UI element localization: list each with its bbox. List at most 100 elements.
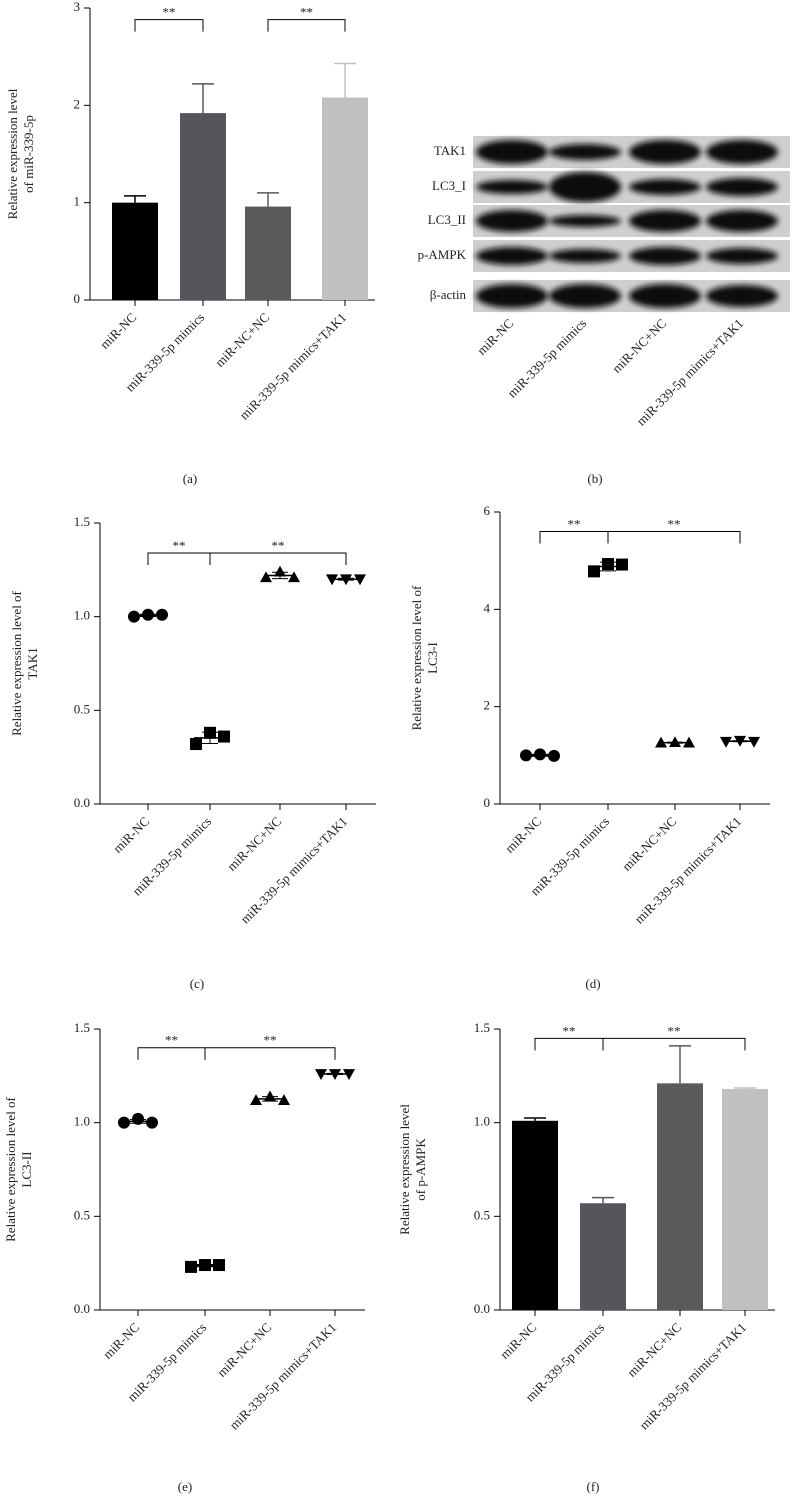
bar (112, 202, 158, 300)
bar (657, 1083, 703, 1310)
y-tick-label: 1.0 (74, 1114, 90, 1129)
y-tick-label: 0.0 (474, 1301, 490, 1316)
x-tick-label: miR-339-5p mimics+TAK1 (237, 814, 350, 927)
y-tick-label: 0 (74, 291, 81, 306)
blot-row-label: β-actin (430, 287, 467, 302)
blot-band (629, 210, 701, 232)
bar (722, 1088, 768, 1310)
blot-band (706, 140, 778, 164)
y-axis-label: LC3-II (19, 1151, 34, 1187)
blot-band (629, 179, 701, 195)
blot-band (549, 215, 621, 227)
panel-label: (a) (183, 471, 197, 486)
significance-bracket (134, 19, 204, 32)
panel-label: (b) (587, 471, 602, 486)
significance-bracket (204, 1047, 336, 1060)
significance-bracket (137, 1047, 206, 1060)
y-axis-label: Relative expression level (397, 1104, 412, 1235)
blot-band (549, 249, 621, 263)
blot-band (476, 210, 548, 232)
significance-bracket (147, 552, 211, 565)
point (748, 736, 760, 748)
significance-label: ** (272, 538, 285, 553)
y-tick-label: 3 (74, 0, 81, 14)
significance-bracket (539, 530, 609, 544)
point (616, 558, 628, 571)
point (669, 736, 681, 747)
x-tick-label: miR-NC (497, 1320, 539, 1362)
y-tick-label: 0.5 (74, 1207, 90, 1222)
point (146, 1116, 158, 1129)
blot-band (549, 144, 621, 160)
point (288, 571, 300, 583)
y-axis-label: LC3-I (425, 642, 440, 674)
y-tick-label: 1.0 (74, 608, 90, 623)
significance-label: ** (264, 1033, 277, 1048)
significance-bracket (267, 19, 346, 32)
blot-band (476, 284, 548, 308)
bar (245, 206, 291, 300)
significance-label: ** (568, 516, 581, 531)
x-tick-label: miR-NC+NC (224, 814, 284, 874)
blot-lane-label: miR-NC+NC (609, 316, 669, 376)
y-tick-label: 0.5 (474, 1207, 490, 1222)
x-tick-label: miR-NC+NC (624, 1320, 684, 1380)
y-axis-label: TAK1 (25, 647, 40, 679)
y-tick-label: 0.0 (74, 1301, 90, 1316)
point (190, 738, 202, 751)
blot-band (706, 178, 778, 196)
y-tick-label: 2 (74, 96, 81, 111)
point (274, 565, 286, 577)
panel-label: (c) (190, 976, 204, 991)
y-tick-label: 0.5 (74, 701, 90, 716)
significance-label: ** (163, 5, 176, 20)
point (118, 1116, 130, 1129)
blot-row-label: LC3_I (432, 178, 466, 193)
blot-row-label: p-AMPK (418, 247, 467, 262)
significance-bracket (534, 1037, 604, 1051)
point (720, 736, 732, 748)
point (185, 1260, 197, 1273)
bar (580, 1203, 626, 1310)
blot-band (629, 247, 701, 265)
y-tick-label: 0.0 (74, 795, 90, 810)
significance-bracket (607, 530, 741, 544)
significance-label: ** (563, 1023, 576, 1038)
y-tick-label: 1.5 (74, 514, 90, 529)
x-tick-label: miR-NC+NC (214, 1320, 274, 1380)
blot-band (629, 140, 701, 164)
blot-band (476, 140, 548, 164)
panel-label: (e) (178, 1479, 192, 1494)
significance-label: ** (668, 516, 681, 531)
x-tick-label: miR-339-5p mimics+TAK1 (636, 1320, 749, 1433)
x-tick-label: miR-NC (502, 814, 544, 856)
y-axis-label: Relative expression level of (3, 1096, 18, 1241)
significance-label: ** (165, 1033, 178, 1048)
x-tick-label: miR-NC (100, 1320, 142, 1362)
y-tick-label: 1.0 (474, 1114, 490, 1129)
significance-label: ** (300, 5, 313, 20)
y-axis-label: of p-AMPK (413, 1138, 428, 1201)
panel-label: (d) (585, 976, 600, 991)
x-tick-label: miR-NC+NC (212, 310, 272, 370)
significance-bracket (602, 1037, 746, 1051)
blot-row-label: TAK1 (434, 143, 466, 158)
bar (322, 97, 368, 301)
x-tick-label: miR-NC (110, 814, 152, 856)
blot-band (549, 172, 621, 202)
bar (180, 113, 226, 301)
panel-label: (f) (587, 1479, 600, 1494)
blot-band (706, 285, 778, 307)
blot-band (706, 210, 778, 232)
y-axis-label: Relative expression level of (9, 590, 24, 735)
blot-lane-label: miR-NC (474, 316, 516, 358)
y-axis-label: Relative expression level of (409, 585, 424, 730)
y-tick-label: 1.5 (74, 1020, 90, 1035)
point (128, 610, 140, 623)
x-tick-label: miR-339-5p mimics+TAK1 (631, 814, 744, 927)
x-tick-label: miR-NC+NC (619, 814, 679, 874)
blot-band (629, 284, 701, 308)
significance-label: ** (668, 1023, 681, 1038)
